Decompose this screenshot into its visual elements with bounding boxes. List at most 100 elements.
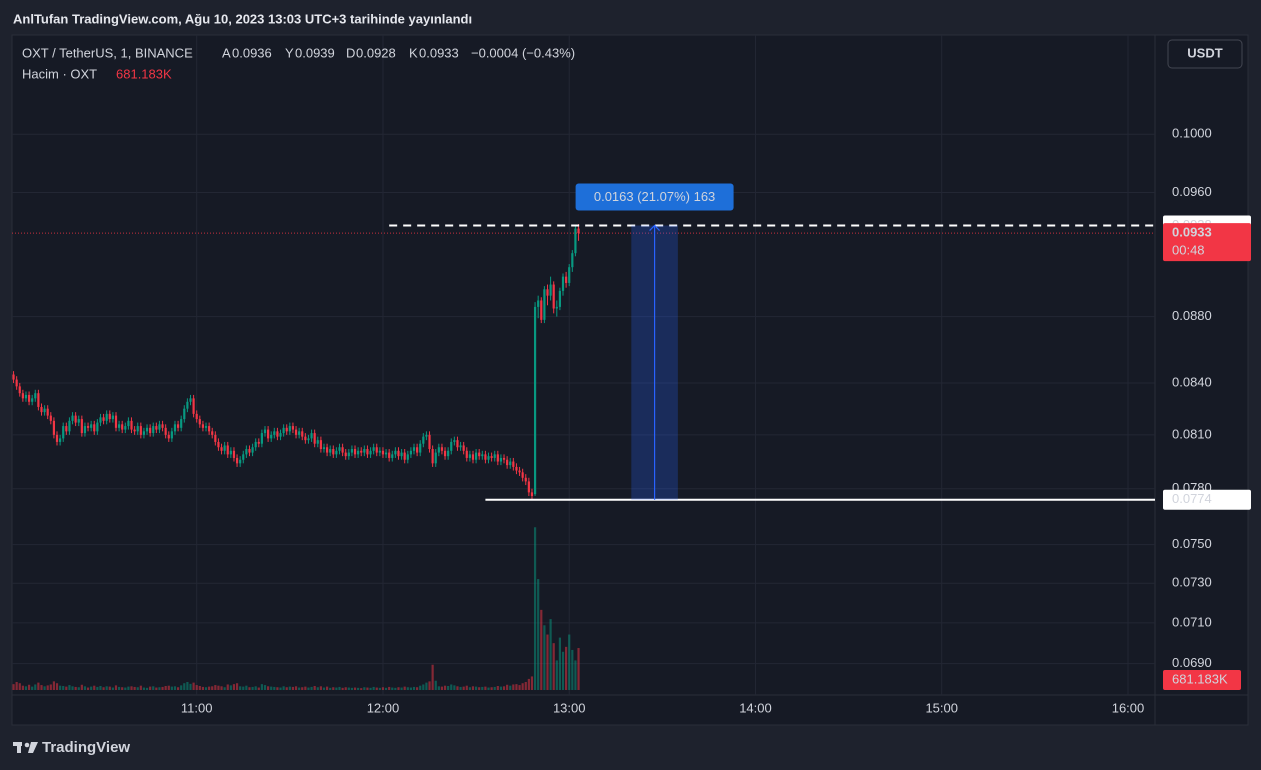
candle-body: [437, 447, 440, 453]
volume-bar: [409, 687, 413, 690]
volume-bar: [260, 684, 263, 690]
candle-body: [378, 450, 381, 453]
volume-bar: [195, 685, 198, 690]
volume-bar: [279, 687, 282, 690]
volume-bar: [484, 686, 487, 690]
x-tick-label: 13:00: [553, 700, 586, 715]
x-tick-label: 12:00: [367, 700, 400, 715]
candle-body: [96, 422, 99, 432]
volume-bar: [263, 685, 267, 690]
volume-bar: [493, 686, 496, 690]
candle-body: [533, 306, 537, 495]
candle-body: [555, 306, 558, 309]
candle-body: [223, 445, 226, 451]
volume-bar: [27, 684, 31, 690]
candle-body: [257, 441, 260, 444]
candle-body: [412, 447, 416, 451]
volume-bar: [167, 685, 170, 690]
volume-bar: [270, 686, 273, 690]
candle-body: [350, 449, 354, 453]
candle-body: [384, 452, 388, 455]
volume-bar: [248, 687, 251, 690]
candle-body: [136, 426, 139, 432]
volume-bar: [114, 685, 118, 690]
volume-bar: [512, 684, 515, 690]
volume-bar: [490, 687, 493, 690]
volume-bar: [192, 682, 195, 690]
volume-bar: [353, 687, 357, 690]
x-tick-label: 11:00: [181, 700, 213, 715]
y-tick-label: 0.0710: [1172, 614, 1212, 629]
candle-body: [152, 426, 155, 434]
candle-body: [121, 424, 124, 430]
volume-bar: [465, 685, 468, 690]
candle-body: [226, 445, 229, 455]
volume-bar: [329, 687, 332, 690]
volume-bar: [322, 687, 326, 690]
candle-body: [440, 447, 444, 451]
volume-pane: [12, 527, 580, 690]
volume-bar: [217, 685, 220, 690]
candle-body: [521, 472, 524, 478]
volume-bar: [443, 685, 447, 690]
ohlc-value: 0.0939: [295, 45, 335, 60]
volume-bar: [450, 684, 453, 690]
y-tick-label: 0.1000: [1172, 126, 1212, 141]
candle-body: [447, 450, 450, 457]
candle-body: [124, 426, 127, 430]
ohlc-value: 0.0933: [419, 45, 459, 60]
candle-body: [232, 450, 236, 458]
candle-body: [425, 434, 428, 437]
candle-body: [347, 452, 350, 457]
candle-body: [357, 450, 360, 455]
volume-bar: [453, 685, 456, 690]
candle-body: [71, 415, 74, 421]
volume-bar: [77, 687, 80, 690]
candle-body: [304, 436, 307, 441]
horizontal-line-badge: [1163, 489, 1251, 510]
volume-bar: [310, 686, 313, 690]
candle-body: [518, 470, 521, 473]
volume-bar: [540, 609, 543, 690]
candle-body: [484, 454, 487, 460]
candle-body: [279, 433, 282, 437]
candle-body: [245, 449, 248, 455]
volume-bar: [543, 625, 546, 690]
candle-body: [267, 429, 270, 439]
volume-bar: [108, 686, 111, 690]
candle-body: [422, 436, 425, 444]
volume-bar: [273, 686, 276, 690]
volume-bar: [111, 687, 114, 690]
volume-bar: [164, 685, 167, 690]
candle-body: [130, 420, 133, 430]
candle-body: [186, 401, 189, 409]
currency-button[interactable]: [1167, 39, 1243, 69]
volume-bar: [549, 619, 552, 690]
candle-body: [15, 379, 18, 387]
candle-body: [322, 447, 326, 450]
candle-body: [145, 427, 149, 432]
candle-body: [369, 450, 372, 455]
candle-body: [372, 447, 375, 451]
volume-bar: [139, 685, 142, 690]
volume-bar: [71, 686, 74, 690]
volume-bar: [403, 686, 406, 690]
volume-bar: [183, 683, 186, 690]
candle-body: [254, 441, 257, 448]
volume-bar: [124, 687, 127, 690]
volume-bar: [384, 687, 388, 690]
volume-bar: [201, 686, 205, 690]
volume-bar: [388, 686, 391, 690]
volume-bar: [170, 686, 173, 690]
candle-body: [552, 284, 555, 309]
x-tick-label: 16:00: [1112, 700, 1145, 715]
candle-body: [170, 431, 173, 439]
volume-bar: [282, 686, 285, 690]
volume-bar: [59, 685, 62, 690]
candle-body: [46, 408, 49, 416]
candle-body: [239, 459, 242, 464]
volume-bar: [40, 685, 43, 690]
candle-body: [325, 447, 329, 453]
currency-button-label[interactable]: USDT: [1187, 45, 1222, 60]
candle-body: [341, 447, 344, 453]
